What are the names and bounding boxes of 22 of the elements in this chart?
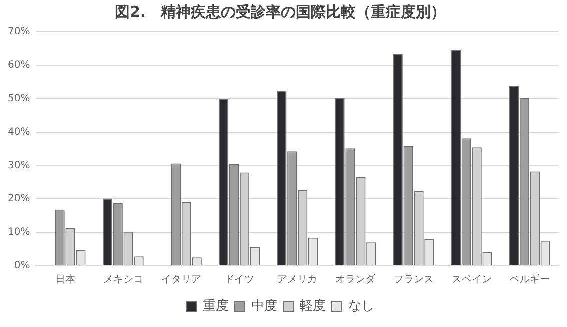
x-tick-label: ベルギー — [510, 274, 550, 286]
x-tick-label: メキシコ — [103, 274, 144, 286]
legend-label: なし — [348, 298, 374, 314]
y-tick-label: 40% — [8, 126, 30, 138]
x-tick-label: アメリカ — [278, 274, 318, 286]
y-tick-label: 0% — [14, 260, 30, 272]
x-tick-label: フランス — [394, 274, 434, 286]
legend-label: 軽度 — [300, 298, 326, 314]
legend-label: 中度 — [252, 298, 278, 314]
y-tick-label: 70% — [8, 26, 30, 38]
legend-label: 重度 — [203, 298, 229, 314]
y-tick-label: 50% — [8, 93, 30, 104]
y-tick-label: 10% — [8, 227, 30, 238]
x-tick-label: 日本 — [55, 274, 76, 286]
y-tick-label: 20% — [8, 194, 30, 205]
y-tick-label: 60% — [8, 60, 30, 72]
x-tick-label: オランダ — [336, 274, 377, 286]
y-tick-label: 30% — [8, 160, 30, 172]
x-tick-label: ドイツ — [224, 274, 255, 286]
x-tick-label: スペイン — [452, 274, 492, 286]
x-tick-label: イタリア — [161, 274, 202, 286]
chart-title: 図2. 精神疾患の受診率の国際比較（重症度別） — [114, 2, 446, 21]
